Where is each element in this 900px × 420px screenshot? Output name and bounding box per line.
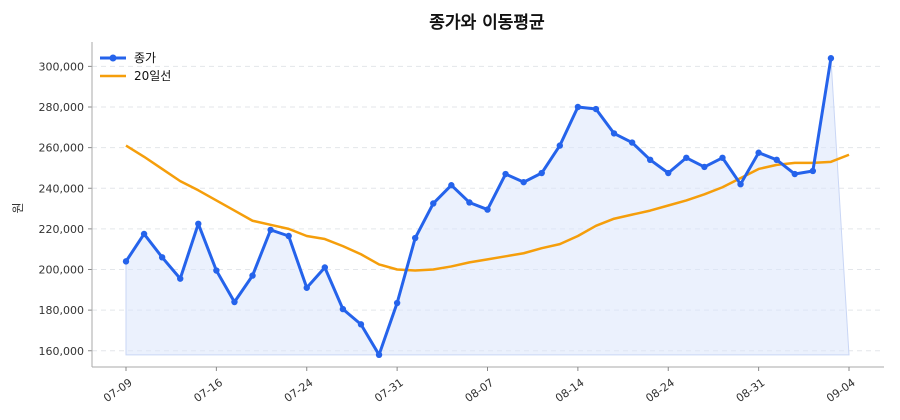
legend: 종가 20일선 [100,51,171,83]
close-point [122,258,130,265]
close-point [375,351,383,359]
close-point [538,169,545,177]
legend-marker-close [109,54,117,62]
data-layer [122,55,850,359]
close-point [195,220,202,227]
x-tick-label: 07-31 [372,376,406,405]
x-tick-label: 09-04 [824,376,858,405]
close-point [502,170,509,178]
close-point [556,142,563,149]
close-point [592,105,600,113]
x-tick-label: 08-24 [643,376,677,405]
close-point [430,200,437,207]
series-line-close [124,58,833,357]
x-tick-label: 08-14 [553,376,587,405]
close-point [791,170,798,178]
y-axis-label: 원 [11,202,25,213]
close-point [412,234,419,242]
close-point [303,284,310,291]
y-tick-label: 220,000 [39,223,85,236]
close-point [213,267,220,274]
close-point [393,299,401,307]
legend-label-close: 종가 [134,51,156,65]
close-point [267,226,274,234]
close-point [628,139,636,146]
close-point [755,149,762,156]
close-point [484,206,491,213]
close-point [737,180,744,188]
close-point [249,272,256,279]
close-point [827,55,835,62]
legend-label-ma20: 20일선 [134,69,171,83]
close-point [610,130,618,137]
x-tick-label: 07-09 [101,376,135,405]
close-point [158,254,166,261]
y-tick-label: 160,000 [39,345,85,358]
y-tick-label: 260,000 [39,142,85,155]
series-line-ma20 [125,144,850,272]
y-tick-label: 300,000 [39,60,85,73]
chart-title: 종가와 이동평균 [429,13,545,33]
y-tick-label: 180,000 [39,304,85,317]
close-point [448,182,455,189]
close-point [719,154,726,161]
close-point [809,167,817,175]
x-tick-label: 07-16 [191,376,225,405]
close-point [646,156,654,164]
close-point [466,199,473,206]
y-tick-label: 240,000 [39,182,85,195]
close-point [321,264,329,271]
x-tick-label: 07-24 [282,376,316,405]
y-tick-label: 200,000 [39,264,85,277]
close-point [683,154,690,161]
y-tick-label: 280,000 [39,101,85,114]
close-point [231,298,238,306]
close-point [357,321,365,328]
close-point [140,230,148,238]
close-point [177,275,184,282]
close-point [285,232,292,240]
close-point [520,178,527,186]
x-tick-label: 08-07 [463,376,497,405]
close-point [339,305,347,313]
x-tick-label: 08-31 [734,376,768,405]
close-point [773,156,780,164]
close-point [574,103,582,111]
close-point [665,169,672,177]
close-point [701,163,708,171]
